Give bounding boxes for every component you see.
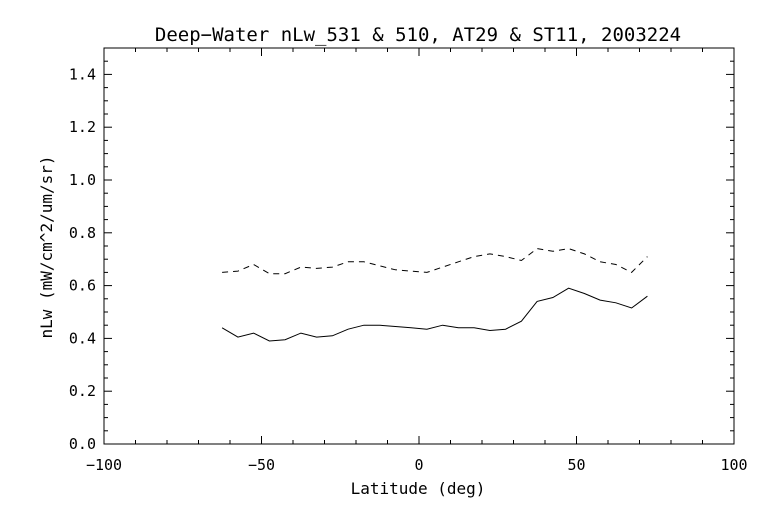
plot-frame [103, 47, 735, 445]
series-line-2-dashed [222, 248, 648, 275]
x-tick-label: −50 [248, 456, 275, 474]
series-line-1-solid [221, 287, 648, 342]
x-tick-label: 0 [414, 456, 423, 474]
y-tick-label: 0.2 [69, 382, 96, 400]
y-axis-label: nLw (mW/cm^2/um/sr) [37, 155, 56, 338]
x-axis: −100 −50 0 50 100 [86, 48, 748, 474]
series-layer [221, 248, 648, 342]
y-tick-label: 0.4 [69, 329, 96, 347]
y-tick-label: 1.0 [69, 171, 96, 189]
x-tick-label: 50 [567, 456, 585, 474]
y-tick-label: 0.0 [69, 435, 96, 453]
y-tick-label: 1.2 [69, 118, 96, 136]
x-axis-label: Latitude (deg) [351, 479, 486, 498]
y-tick-label: 0.6 [69, 277, 96, 295]
y-tick-label: 0.8 [69, 224, 96, 242]
y-axis: 0.0 0.2 0.4 0.6 0.8 1.0 1.2 1.4 [69, 47, 734, 453]
chart-title: Deep−Water nLw_531 & 510, AT29 & ST11, 2… [155, 24, 681, 46]
y-tick-label: 1.4 [69, 65, 96, 83]
x-tick-label: 100 [720, 456, 747, 474]
x-tick-label: −100 [86, 456, 122, 474]
